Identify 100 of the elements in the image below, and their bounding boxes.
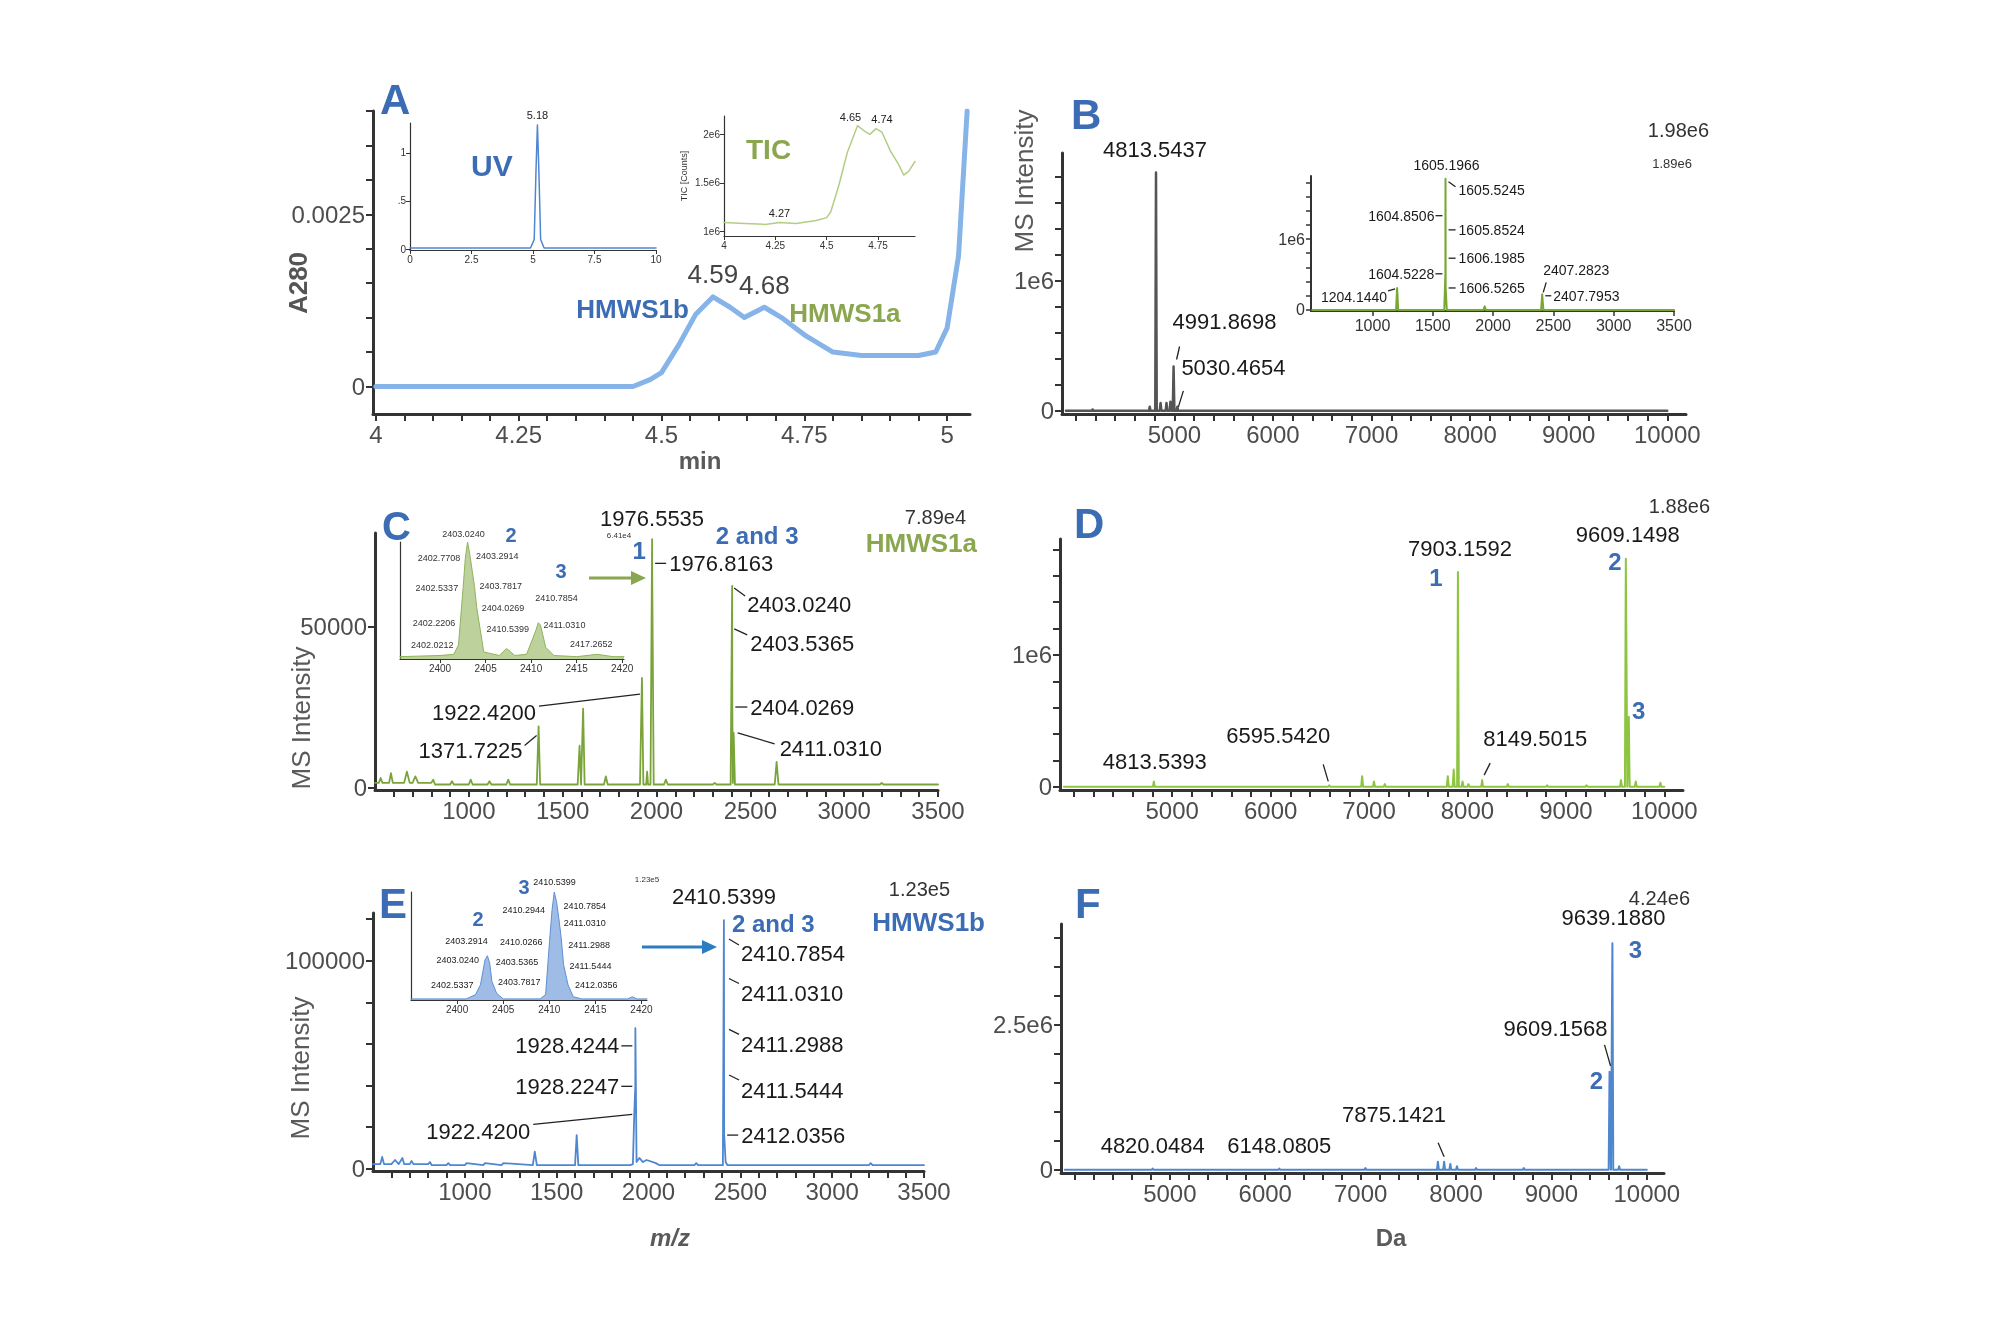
text: 1.98e6 <box>1647 119 1709 141</box>
annotation: 1204.1440 <box>1320 288 1388 305</box>
x-tick-label: 9000 <box>1524 1179 1579 1207</box>
chart-title: A <box>380 75 411 123</box>
annotation: 2410.5399 <box>533 877 576 887</box>
annotation: 2402.5337 <box>430 979 474 990</box>
x-tick-label: 2400 <box>428 662 452 674</box>
annotation: 1976.5535 <box>600 505 705 531</box>
x-tick-label: 2000 <box>629 796 684 824</box>
x-tick-label: 2000 <box>1475 316 1511 334</box>
text: 1.23e5 <box>888 878 950 900</box>
annotation: 2411.5444 <box>569 961 612 972</box>
text: UV <box>471 148 513 182</box>
x-tick-label: 2420 <box>611 662 634 674</box>
y-tick-label: 1e6 <box>703 225 721 237</box>
x-tick-label: 5 <box>530 253 537 265</box>
x-tick-label: 4.25 <box>765 239 786 251</box>
annotation: 6.41e4 <box>606 530 632 540</box>
y-tick-label: 0 <box>1038 773 1052 801</box>
y-axis-title: MS Intensity <box>285 996 315 1140</box>
annotation: 2404.0269 <box>481 602 525 613</box>
x-tick-label: 4.25 <box>495 420 543 448</box>
y-tick-label: 0 <box>351 372 365 400</box>
annotation: 4.65 <box>839 111 862 124</box>
annotation: 2402.5337 <box>415 582 459 593</box>
x-tick-label: 3500 <box>1656 316 1692 334</box>
annotation: 2403.0240 <box>442 529 485 539</box>
x-tick-label: 10000 <box>1613 1179 1681 1207</box>
annotation: 3 <box>1628 935 1643 963</box>
annotation: 2411.2988 <box>568 940 611 951</box>
y-tick-label: 2.5e6 <box>993 1011 1054 1039</box>
x-tick-label: 3000 <box>1595 316 1632 334</box>
x-tick-label: 10000 <box>1633 420 1701 448</box>
annotation: 1 <box>632 536 646 564</box>
annotation: 1606.1985 <box>1458 250 1525 267</box>
x-tick-label: 2500 <box>713 1177 768 1205</box>
x-tick-label: 9000 <box>1539 796 1593 824</box>
annotation: 2410.0266 <box>499 936 543 947</box>
annotation: 1.89e6 <box>1652 156 1692 171</box>
x-tick-label: 3000 <box>805 1177 859 1205</box>
annotation: 2411.0310 <box>740 980 844 1006</box>
y-axis-title: TIC [Counts] <box>679 150 689 202</box>
annotation: 2410.7854 <box>740 940 845 966</box>
annotation: 4.27 <box>768 206 791 219</box>
annotation: 2417.2652 <box>570 639 613 650</box>
annotation: 2402.0212 <box>410 639 454 650</box>
x-tick-label: 7000 <box>1344 420 1399 448</box>
annotation: 2411.0310 <box>543 620 586 631</box>
x-tick-label: 2410 <box>538 1003 561 1015</box>
chart-title: B <box>1071 90 1102 138</box>
x-tick-label: 5 <box>940 420 954 448</box>
y-axis-title: MS Intensity <box>1009 109 1039 253</box>
x-tick-label: 10 <box>650 253 662 265</box>
x-tick-label: 6000 <box>1246 420 1300 448</box>
annotation: 5030.4654 <box>1181 355 1286 381</box>
annotation: 2 and 3 <box>715 522 799 550</box>
x-tick-label: 2.5 <box>464 253 479 265</box>
annotation: 4.74 <box>871 113 893 126</box>
annotation: 2410.2944 <box>502 905 545 916</box>
line-series <box>723 124 916 226</box>
y-tick-label: 50000 <box>300 612 367 640</box>
annotation: 2403.0240 <box>436 955 479 966</box>
annotation: 6148.0805 <box>1227 1133 1332 1159</box>
x-tick-label: 10000 <box>1630 796 1698 824</box>
x-tick-label: 5000 <box>1145 796 1199 824</box>
y-tick-label: 0 <box>351 1154 365 1182</box>
annotation: 6595.5420 <box>1226 722 1331 748</box>
annotation: 2411.5444 <box>741 1078 844 1104</box>
x-tick-label: 4.75 <box>780 420 828 448</box>
y-tick-label: 100000 <box>284 947 365 975</box>
annotation: 4991.8698 <box>1172 308 1277 334</box>
x-tick-label: 1000 <box>438 1177 492 1205</box>
x-tick-label: 4.5 <box>819 239 835 251</box>
annotation: 9609.1568 <box>1503 1016 1608 1042</box>
annotation: HMWS1b <box>576 293 689 324</box>
x-axis-title: min <box>678 446 722 474</box>
y-tick-label: 1e6 <box>1011 641 1052 669</box>
annotation: 2 <box>472 908 484 930</box>
annotation: 4.59 <box>687 258 739 289</box>
annotation: 2410.7854 <box>563 900 607 911</box>
y-tick-label: 1 <box>400 147 407 159</box>
annotation: 2403.7817 <box>497 976 541 987</box>
annotation: 2412.0356 <box>741 1122 846 1148</box>
annotation: 7875.1421 <box>1342 1102 1447 1128</box>
annotation: 1605.1966 <box>1413 156 1480 173</box>
annotation: 1605.5245 <box>1458 181 1525 198</box>
x-tick-label: 1500 <box>529 1177 584 1205</box>
annotation: 4813.5393 <box>1102 748 1207 774</box>
annotation: 3 <box>1632 697 1646 725</box>
annotation: 4813.5437 <box>1103 137 1207 163</box>
x-tick-label: 1500 <box>535 796 590 824</box>
annotation: 2411.2988 <box>741 1031 844 1057</box>
annotation: 2410.7854 <box>535 592 578 603</box>
annotation: 5.18 <box>526 109 549 122</box>
annotation: 2 <box>1589 1067 1604 1095</box>
x-tick-label: 4.75 <box>868 239 889 251</box>
annotation: 1922.4200 <box>431 699 536 725</box>
annotation: 2402.2206 <box>412 617 456 628</box>
annotation: 2407.7953 <box>1553 287 1620 304</box>
x-tick-label: 7000 <box>1333 1179 1388 1207</box>
